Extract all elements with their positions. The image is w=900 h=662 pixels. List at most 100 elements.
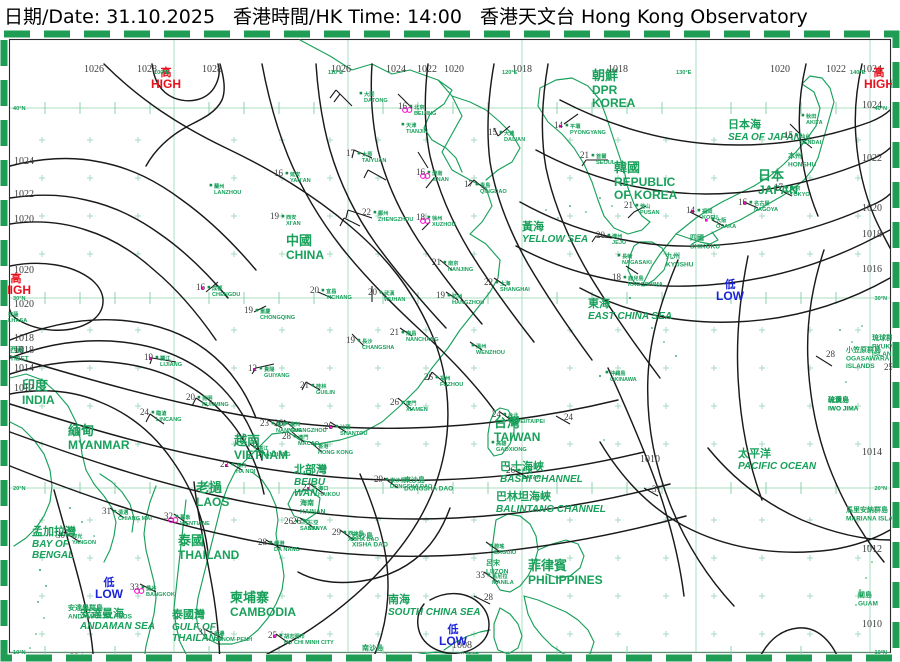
station-temperature: 31: [652, 484, 661, 494]
isobar-label: 1022: [862, 153, 882, 164]
isobar-label: 1020: [444, 64, 464, 75]
station-name-cn: 長崎: [622, 252, 633, 260]
station-dot: [801, 113, 805, 117]
station-name-en: MACAO: [298, 441, 320, 447]
station-name-en: DA NANG: [274, 547, 300, 553]
station-name-cn: 西安: [286, 213, 296, 221]
sea-label-cn: 黃海: [521, 219, 544, 233]
region-label: 馬里安納群島 MARIANA ISLANDS: [846, 505, 892, 523]
pressure-centre-en: HIGH: [864, 77, 894, 91]
pressure-centres[interactable]: 高HIGH高HIGH高HIGH低LOW低LOW低LOW低LOW: [1, 65, 894, 662]
station-name-cn: 福州: [439, 374, 450, 382]
region-label-en: IWO JIMA: [828, 406, 859, 413]
station-temperature: 30: [56, 530, 66, 540]
grid-cross: [711, 251, 717, 257]
pressure-centre-en: HIGH: [1, 283, 31, 297]
station-dot: [151, 410, 155, 414]
station-name-cn: 首爾: [596, 152, 607, 160]
station-temperature: 22: [220, 459, 229, 469]
station-temperature: 14: [686, 205, 696, 215]
grid-cross: [87, 327, 93, 333]
surface-analysis-map[interactable]: 日本海 SEA OF JAPAN 黃海 YELLOW SEA 東海 EAST CHINA …: [0, 30, 900, 662]
isobar-label: 1012: [14, 383, 34, 394]
station-name-cn: 廈門: [405, 399, 416, 407]
station-name-cn: 胡志明市: [284, 632, 306, 640]
grid-cross: [327, 365, 333, 371]
station-dot: [385, 477, 389, 481]
sea-label-cn: 孟加拉灣: [32, 524, 76, 538]
grid-cross: [423, 593, 429, 599]
station-name-cn: 武漢: [384, 289, 395, 297]
isobar-label: 1018: [14, 345, 34, 356]
grid-cross: [279, 517, 285, 523]
pressure-centre-cn: 高: [161, 65, 172, 79]
station-dot: [207, 285, 211, 289]
grid-cross: [711, 365, 717, 371]
station-dot: [293, 434, 297, 438]
station-temperature: 16: [398, 101, 408, 111]
pressure-centre-en: LOW: [95, 587, 124, 601]
sea-label-cn: 安達曼海: [80, 606, 124, 620]
grid-cross: [327, 175, 333, 181]
station-marker-magenta: [225, 464, 228, 467]
grid-cross: [615, 213, 621, 219]
grid-cross: [375, 403, 381, 409]
grid-cross: [231, 441, 237, 447]
station-name-cn: 宜昌: [326, 287, 336, 295]
station-name-cn: 秋田: [805, 112, 816, 120]
grid-cross: [807, 251, 813, 257]
grid-cross: [87, 593, 93, 599]
pressure-centre-en: HIGH: [151, 77, 181, 91]
grid-cross: [87, 175, 93, 181]
station-name-cn: 高雄: [496, 439, 507, 447]
region-label: 硫黃島 IWO JIMA: [828, 395, 859, 413]
station-name-en: LHASA: [8, 318, 27, 324]
grid-cross: [279, 441, 285, 447]
isobar-labels-right: 1024 1022 1020 1018 1016 1014 1012 1010: [862, 100, 882, 630]
sky-cover-icon: [406, 107, 413, 113]
station-temperature: 24: [564, 412, 574, 422]
station-name-cn: 名古屋: [754, 199, 770, 207]
country-label-en: KOREA: [592, 96, 636, 110]
country-label-en: LAOS: [196, 495, 229, 509]
station-name-en: NANCHANG: [406, 337, 439, 343]
station-name-en: WUHAN: [384, 297, 405, 303]
grid-cross: [615, 555, 621, 561]
station-dot: [427, 215, 431, 219]
region-label-en: ISLANDS: [872, 351, 900, 358]
station-name-cn: 長沙: [362, 337, 373, 345]
longitude-label: 100°E: [154, 70, 170, 76]
station-temperatures: 16 17 22 16 18 17 15 16 19 16 19 12 19 20 24 20 20 21 22 19…: [56, 101, 892, 654]
region-label-en: GUAM: [858, 601, 878, 608]
country-label-en: MYANMAR: [68, 438, 130, 452]
station-marker-magenta: [559, 125, 562, 128]
pressure-centre-cn: 低: [103, 575, 115, 589]
station-name-en: DATONG: [364, 98, 388, 104]
station-dot: [517, 468, 521, 472]
station-name-en: OKINAWA: [610, 377, 637, 383]
station-dot: [313, 443, 317, 447]
region-label-en: ANDAMAN ISLANDS: [68, 614, 133, 621]
latitude-labels: 40°N 40°N 30°N 30°N 20°N 20°N 10°N 10°N: [13, 106, 887, 654]
grid-cross: [135, 631, 141, 637]
station-name-en: SANYA: [300, 526, 319, 532]
grid-cross: [615, 403, 621, 409]
isobar-sc2: [9, 403, 645, 482]
grid-cross: [807, 517, 813, 523]
station-name-cn: 大同: [364, 90, 374, 98]
station-temperature: 17: [774, 182, 784, 192]
